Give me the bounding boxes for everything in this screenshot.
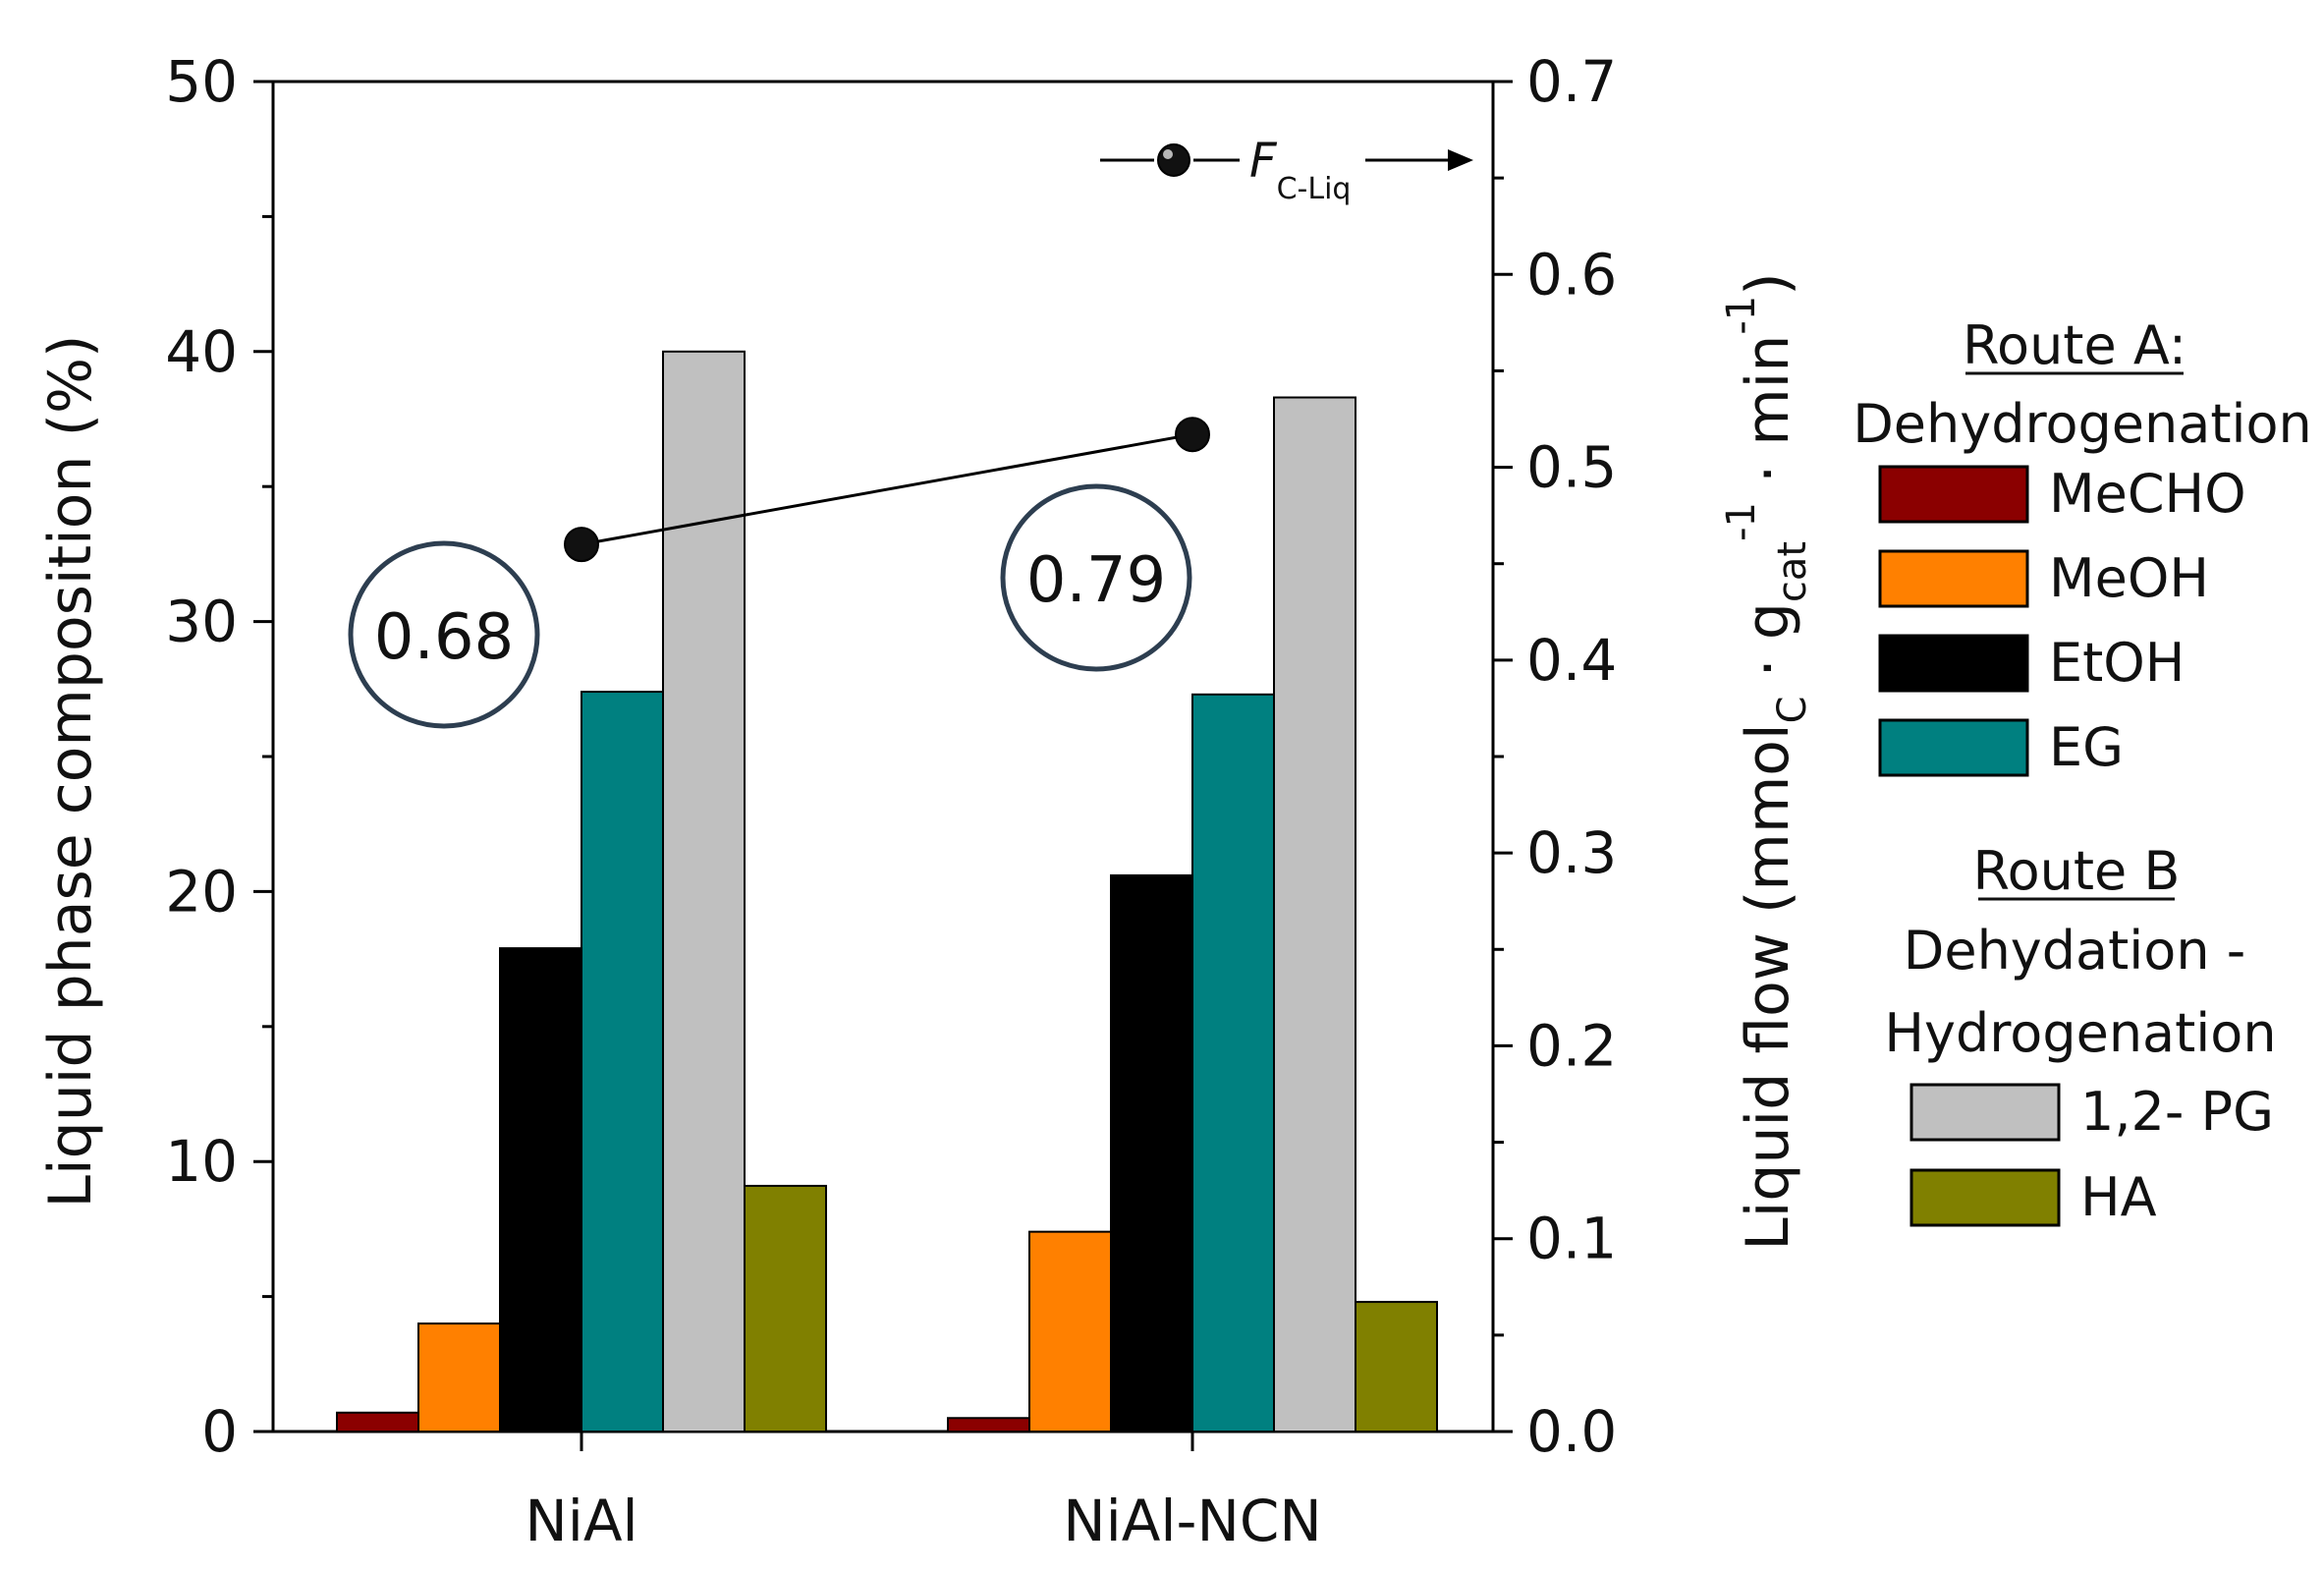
legend-group-a-title: Route A: (1963, 314, 2186, 376)
line-legend-arrow-head (1448, 149, 1473, 171)
annotation-label: 0.68 (374, 601, 515, 674)
y2-tick-label: 0.1 (1526, 1206, 1617, 1272)
y-tick-label: 50 (165, 48, 238, 115)
y2-axis-title: Liquid flow (mmolC · gcat-1 · min-1) (1719, 272, 1815, 1250)
bars (336, 350, 1438, 1451)
bar (417, 1322, 501, 1433)
line-legend-label: FC-Liq (1249, 134, 1351, 206)
flow-point (1175, 417, 1210, 453)
y2-axis-title-mid2: · min (1734, 335, 1802, 502)
legend-swatch (1909, 1168, 2061, 1227)
line-legend-marker (1157, 143, 1190, 177)
y-tick-label: 20 (165, 858, 238, 925)
legend-group-a-subtitle: Dehydrogenation (1853, 393, 2312, 455)
legend-group-b-title: Route B (1973, 840, 2181, 902)
y2-axis-title-sup2: -1 (1719, 296, 1764, 335)
legend-swatch (1878, 634, 2029, 693)
bar (662, 350, 746, 1433)
y2-axis-title-mid1: · g (1734, 602, 1802, 696)
legend-label: EtOH (2049, 632, 2185, 694)
legend-label: MeOH (2049, 547, 2209, 609)
y2-tick-label: 0.7 (1526, 48, 1617, 115)
y2-tick-label: 0.0 (1526, 1398, 1617, 1465)
y-tick-label: 30 (165, 589, 238, 655)
line-legend-marker-highlight (1163, 149, 1173, 159)
bar (1273, 396, 1356, 1433)
legend-swatch (1878, 718, 2029, 777)
y2-tick-label: 0.6 (1526, 241, 1617, 308)
bar (499, 947, 582, 1433)
y2-axis-title-sub-cat: cat (1770, 541, 1815, 602)
category-label-niai: NiAl (525, 1488, 637, 1554)
line-legend: FC-Liq (1100, 134, 1473, 206)
flow-line (581, 432, 1193, 546)
annotation-circle (1000, 483, 1192, 672)
annotations: 0.68 0.79 (348, 483, 1192, 729)
legend: Route A: Dehydrogenation Route B Dehydat… (1853, 314, 2312, 1228)
legend-group-b-subtitle-2: Hydrogenation (1884, 1002, 2276, 1064)
y2-tick-label: 0.5 (1526, 434, 1617, 501)
y-tick-label: 0 (201, 1398, 238, 1465)
y2-axis-title-sup1: -1 (1719, 502, 1764, 541)
left-axis: 0 10 20 30 40 50 (165, 48, 273, 1465)
bar (336, 1411, 419, 1433)
right-axis: 0.0 0.1 0.2 0.3 0.4 0.5 0.6 0.7 (1493, 48, 1617, 1465)
y-tick-label: 10 (165, 1128, 238, 1195)
y2-axis-title-main: Liquid flow (mmol (1734, 723, 1802, 1250)
y2-axis-title-sub-c: C (1770, 696, 1815, 723)
legend-label: HA (2080, 1166, 2157, 1228)
bar (1110, 873, 1193, 1433)
legend-label: EG (2049, 716, 2124, 778)
bar (1355, 1301, 1438, 1433)
y2-tick-label: 0.3 (1526, 819, 1617, 886)
bar (1028, 1230, 1112, 1433)
bar (744, 1184, 827, 1433)
annotation-label: 0.79 (1026, 544, 1167, 617)
legend-swatch (1909, 1083, 2061, 1142)
line-layer (564, 417, 1210, 563)
line-legend-label-main: F (1249, 134, 1278, 189)
legend-group-b-subtitle-1: Dehydation - (1904, 920, 2245, 982)
category-label-niai-ncn: NiAl-NCN (1063, 1488, 1322, 1554)
y-tick-label: 40 (165, 318, 238, 385)
annotation-circle (348, 540, 540, 729)
line-legend-label-sub: C-Liq (1277, 172, 1352, 206)
y-axis-title: Liquid phase composition (%) (36, 335, 105, 1209)
flow-point (564, 527, 599, 563)
legend-swatch (1878, 549, 2029, 608)
y2-tick-label: 0.2 (1526, 1012, 1617, 1079)
legend-entries: MeCHO MeOH EtOH EG 1,2- PG HA (1878, 463, 2274, 1228)
bar (581, 691, 664, 1433)
legend-swatch (1878, 465, 2029, 524)
y2-tick-label: 0.4 (1526, 627, 1617, 694)
bar (1191, 693, 1275, 1433)
legend-label: MeCHO (2049, 463, 2246, 525)
legend-label: 1,2- PG (2080, 1081, 2274, 1143)
y2-axis-title-close: ) (1734, 272, 1802, 295)
bar (947, 1417, 1030, 1433)
